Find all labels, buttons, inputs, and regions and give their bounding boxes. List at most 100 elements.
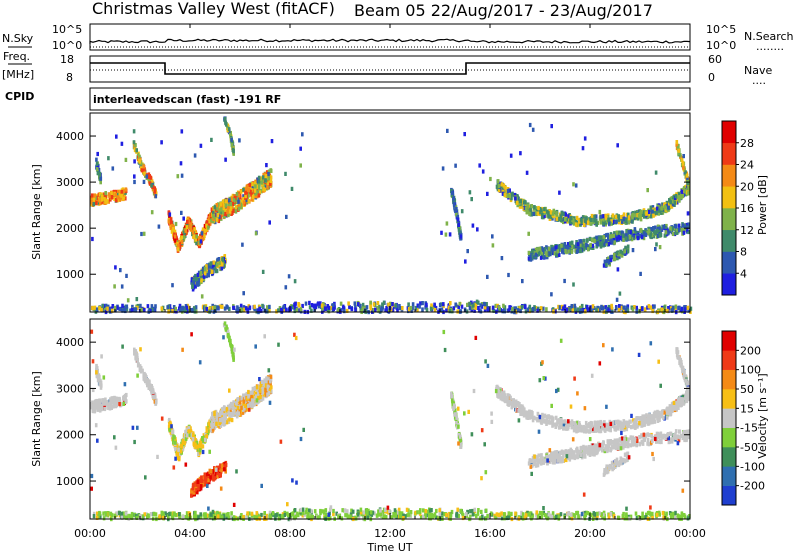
- velocity-cell: [221, 407, 224, 411]
- power-cell: [212, 214, 215, 218]
- power-cell: [249, 183, 252, 187]
- power-cell: [127, 298, 130, 302]
- power-cell: [146, 174, 149, 178]
- power-cell: [486, 275, 489, 279]
- power-cell: [224, 120, 227, 124]
- power-cell: [222, 199, 225, 203]
- power-cell: [593, 215, 596, 219]
- velocity-cell: [228, 417, 231, 421]
- power-cell: [449, 301, 452, 305]
- power-cell: [101, 195, 104, 199]
- freq-label-2: [MHz]: [2, 68, 34, 81]
- velocity-cell: [232, 406, 235, 410]
- velocity-cell: [109, 397, 112, 401]
- power-cell: [399, 306, 402, 310]
- power-cell: [622, 217, 625, 221]
- velocity-cell: [173, 435, 176, 439]
- power-cell: [221, 266, 224, 270]
- power-cell: [174, 235, 177, 239]
- power-cell: [612, 213, 615, 217]
- power-cell: [252, 195, 255, 199]
- power-cell: [348, 305, 351, 309]
- power-cell: [492, 306, 495, 310]
- power-cell: [511, 307, 514, 311]
- power-cell: [308, 301, 311, 305]
- power-cell: [602, 306, 605, 310]
- power-cell: [562, 306, 565, 310]
- power-y-tick-label: 2000: [56, 222, 84, 235]
- noise-left-tick-top: 10^5: [52, 23, 82, 36]
- power-cell: [231, 143, 234, 147]
- power-cell: [540, 256, 543, 260]
- power-cell: [686, 174, 689, 178]
- power-cell: [261, 304, 264, 308]
- power-cell: [195, 234, 198, 238]
- power-cell: [142, 164, 145, 168]
- velocity-cell: [213, 412, 216, 416]
- power-cell: [299, 147, 302, 151]
- power-cell: [240, 190, 243, 194]
- power-cell: [285, 215, 288, 219]
- power-cell: [617, 267, 620, 271]
- power-cell: [373, 302, 376, 306]
- power-cell: [180, 235, 183, 239]
- power-cell: [210, 261, 213, 265]
- power-cell: [507, 273, 510, 277]
- power-cell: [383, 301, 386, 305]
- power-cell: [196, 277, 199, 281]
- power-cell: [191, 285, 194, 289]
- power-cell: [361, 306, 364, 310]
- power-cell: [172, 227, 175, 231]
- power-cell: [632, 307, 635, 311]
- power-cell: [590, 218, 593, 222]
- power-cell: [521, 279, 524, 283]
- power-cell: [135, 148, 138, 152]
- velocity-cell: [250, 391, 253, 395]
- power-cell: [418, 305, 421, 309]
- power-cell: [445, 233, 448, 237]
- power-cell: [672, 306, 675, 310]
- power-cell: [200, 239, 203, 243]
- cpid-text: interleavedscan (fast) -191 RF: [93, 93, 281, 106]
- power-cell: [482, 169, 485, 173]
- power-cell: [454, 303, 457, 307]
- power-cell: [193, 280, 196, 284]
- power-cell: [628, 220, 631, 224]
- power-cell: [125, 274, 128, 278]
- power-cell: [607, 218, 610, 222]
- velocity-cell: [155, 400, 158, 404]
- power-cell: [291, 187, 294, 191]
- power-cell: [659, 245, 662, 249]
- freq-right-tick-bottom: 0: [708, 71, 715, 84]
- power-cell: [458, 228, 461, 232]
- power-cell: [539, 247, 542, 251]
- power-cell: [682, 166, 685, 170]
- power-cell: [492, 243, 495, 247]
- power-cell: [121, 284, 124, 288]
- power-cell: [267, 172, 270, 176]
- velocity-cell: [180, 449, 183, 453]
- power-cell: [591, 214, 594, 218]
- velocity-cell: [139, 365, 142, 369]
- power-cell: [147, 304, 150, 308]
- power-cell: [140, 308, 143, 312]
- power-cell: [560, 214, 563, 218]
- velocity-cell: [124, 395, 127, 399]
- cpid-label: CPID: [5, 90, 34, 103]
- power-cell: [133, 174, 136, 178]
- velocity-cell: [103, 407, 106, 411]
- power-cell: [205, 307, 208, 311]
- power-cell: [226, 210, 229, 214]
- power-cell: [687, 211, 690, 215]
- power-cell: [631, 215, 634, 219]
- power-cell: [648, 210, 651, 214]
- power-cell: [267, 176, 270, 180]
- power-cell: [262, 270, 265, 274]
- power-cell: [284, 172, 287, 176]
- power-cell: [641, 235, 644, 239]
- power-cell: [180, 211, 183, 215]
- power-cell: [269, 168, 272, 172]
- power-cell: [204, 271, 207, 275]
- velocity-cell: [182, 439, 185, 443]
- power-cell: [232, 149, 235, 153]
